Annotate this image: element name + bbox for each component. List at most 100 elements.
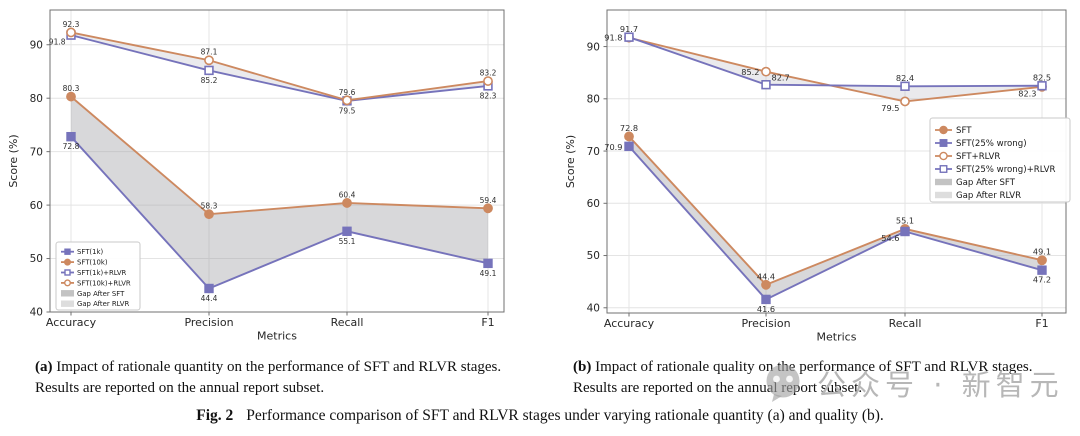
data-label: 60.4	[339, 190, 356, 199]
legend-item-label: SFT(25% wrong)	[956, 139, 1027, 149]
data-label: 92.3	[63, 20, 80, 29]
data-label: 72.8	[620, 123, 638, 133]
series-SFT(25% wrong)	[624, 141, 1047, 305]
plot-frame	[49, 9, 505, 313]
caption-b-line2: Results are reported on the annual repor…	[573, 379, 863, 396]
legend-item-label: Gap After SFT	[956, 178, 1016, 188]
data-label: 91.7	[620, 24, 638, 34]
legend-gap-patch	[61, 290, 74, 297]
data-label: 82.3	[480, 91, 497, 100]
data-label: 82.4	[896, 73, 914, 83]
data-label: 91.8	[49, 38, 66, 47]
series-SFT(25% wrong)+RLVR	[624, 32, 1047, 91]
marker-square	[204, 283, 214, 294]
x-axis-label: Metrics	[817, 331, 857, 344]
legend-marker-circle	[63, 258, 71, 266]
legend-marker-square	[64, 248, 71, 255]
data-label: 82.3	[1018, 88, 1036, 98]
data-label: 80.3	[63, 84, 80, 93]
x-tick-label: Precision	[184, 316, 233, 329]
legend-marker-square	[64, 269, 71, 276]
legend-item-label: Gap After RLVR	[77, 300, 129, 308]
y-tick-label: 80	[587, 94, 600, 106]
marker-square	[624, 32, 634, 42]
data-label: 72.8	[63, 142, 80, 151]
gap-area	[71, 96, 488, 289]
gap-area	[71, 32, 488, 101]
series-SFT(10k)+RLVR	[66, 27, 493, 106]
gap-areas	[629, 37, 1042, 300]
y-tick-label: 90	[30, 39, 43, 51]
marker-square	[342, 226, 352, 236]
axes: 40 50 60 70 80 90 Accuracy Precision Recall F1 Met…	[7, 39, 495, 342]
marker-circle	[204, 55, 214, 66]
marker-square	[900, 226, 910, 237]
legend-item-label: SFT+RLVR	[956, 152, 1000, 162]
data-label: 82.5	[1033, 72, 1051, 82]
legend-marker-square	[939, 165, 948, 173]
marker-square	[1037, 265, 1047, 275]
y-axis-label: Score (%)	[7, 134, 20, 187]
x-tick-label: F1	[1035, 317, 1048, 330]
legend-item-label: SFT(1k)	[77, 248, 103, 256]
series-SFT(1k)	[66, 131, 493, 294]
gap-area	[629, 136, 1042, 300]
caption-b-label: (b)	[573, 359, 592, 375]
marker-circle	[342, 198, 352, 208]
data-label: 49.1	[480, 269, 497, 278]
marker-circle	[204, 209, 214, 220]
data-label: 70.9	[604, 142, 622, 152]
data-label: 87.1	[201, 48, 218, 57]
marker-circle	[624, 131, 634, 142]
marker-square	[66, 131, 76, 142]
marker-square	[204, 65, 214, 76]
axes: 40 50 60 70 80 90 Accuracy Precision Recall F1 Met…	[564, 41, 1049, 343]
y-tick-label: 80	[30, 93, 43, 105]
marker-circle	[483, 203, 493, 214]
data-label: 79.6	[339, 88, 356, 97]
marker-circle	[761, 279, 771, 290]
data-label: 83.2	[480, 69, 497, 78]
y-tick-label: 40	[587, 302, 600, 314]
caption-a-line2: Results are reported on the annual repor…	[35, 379, 325, 396]
legend-item-label: SFT(10k)	[77, 259, 108, 267]
y-tick-label: 70	[30, 146, 43, 158]
data-label: 58.3	[201, 202, 218, 211]
x-tick-label: Recall	[889, 317, 922, 330]
marker-circle	[900, 96, 910, 107]
marker-square	[483, 258, 493, 269]
y-tick-label: 50	[587, 250, 600, 262]
caption-b-line1: Impact of rationale quality on the perfo…	[595, 359, 1033, 375]
y-tick-label: 60	[30, 200, 43, 212]
data-label: 82.7	[772, 73, 790, 83]
data-label: 79.5	[339, 106, 356, 115]
x-tick-label: Accuracy	[604, 317, 655, 330]
y-tick-label: 90	[587, 41, 600, 53]
marker-circle	[761, 66, 771, 77]
data-label: 85.2	[201, 76, 218, 85]
legend-marker-square	[939, 139, 948, 147]
legend: SFT SFT(25% wrong) SFT+RLVR SFT(25% wrong)+…	[929, 117, 1071, 203]
caption-a-label: (a)	[35, 359, 53, 375]
x-tick-label: Recall	[331, 316, 364, 329]
legend-item-label: Gap After RLVR	[956, 191, 1021, 201]
data-label: 41.6	[757, 304, 775, 314]
data-label: 54.6	[881, 233, 899, 243]
caption-a: (a) Impact of rationale quantity on the …	[35, 357, 509, 398]
marker-square	[1037, 81, 1047, 91]
data-labels: 72.8 44.4 55.1 49.1 70.9 41.6 54.6 47.2 91.7 85.2…	[604, 24, 1051, 314]
legend-gap-patch	[935, 191, 952, 199]
series-SFT(1k)+RLVR	[66, 30, 493, 106]
legend-item-label: SFT	[956, 126, 972, 136]
legend: SFT(1k) SFT(10k) SFT(1k)+RLVR SFT(10k)+RLVR…	[55, 241, 141, 311]
legend-item-label: SFT(10k)+RLVR	[77, 279, 131, 287]
y-tick-label: 50	[30, 253, 43, 265]
data-label: 55.1	[339, 237, 356, 246]
marker-circle	[66, 91, 76, 102]
legend-marker-circle	[939, 151, 948, 161]
series-SFT(10k)	[66, 91, 493, 220]
gap-areas	[71, 32, 488, 289]
chart-b-rationale-quality: 40 50 60 70 80 90 Accuracy Precision Recall F1 Met…	[564, 9, 1071, 344]
series-SFT+RLVR	[624, 32, 1047, 107]
data-label: 59.4	[480, 196, 497, 205]
